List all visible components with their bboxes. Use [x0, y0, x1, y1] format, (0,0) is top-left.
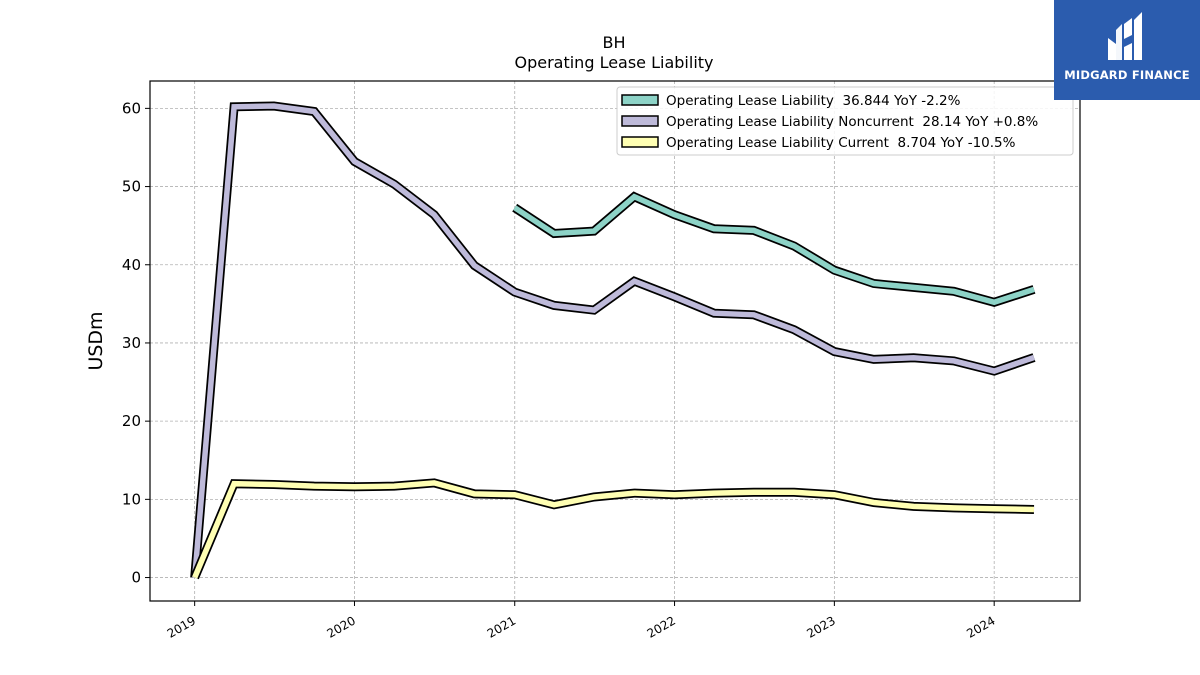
y-tick-label: 0 — [131, 569, 141, 587]
y-tick-label: 50 — [122, 178, 141, 196]
y-tick-label: 10 — [122, 490, 141, 508]
x-tick-label: 2020 — [325, 613, 358, 640]
y-tick-label: 30 — [122, 334, 141, 352]
legend-entry: Operating Lease Liability Noncurrent 28.… — [666, 114, 1038, 130]
legend-box — [616, 86, 1074, 156]
y-tick-label: 60 — [122, 99, 141, 117]
x-tick-label: 2022 — [645, 613, 678, 640]
chart-subtitle: Operating Lease Liability — [514, 53, 713, 72]
y-tick-label: 40 — [122, 256, 141, 274]
midgard-logo: MIDGARD FINANCE — [1054, 0, 1200, 100]
plot-frame — [149, 80, 1081, 602]
legend: Operating Lease Liability 36.844 YoY -2.… — [616, 86, 1074, 156]
series-outline-0 — [512, 191, 1036, 307]
brand-name: MIDGARD FINANCE — [1064, 68, 1190, 82]
x-tick-label: 2021 — [485, 613, 518, 640]
x-tick-label: 2019 — [165, 613, 198, 640]
series-line-1 — [191, 103, 1035, 578]
chart-title: BH — [602, 33, 625, 52]
y-tick-label: 20 — [122, 412, 141, 430]
series-line-0 — [513, 193, 1035, 306]
grid — [150, 81, 1080, 601]
series-line-2 — [192, 480, 1035, 579]
legend-swatch — [621, 115, 659, 127]
legend-swatch — [621, 136, 659, 148]
y-axis-label: USDm — [85, 311, 107, 370]
legend-entry: Operating Lease Liability 36.844 YoY -2.… — [666, 93, 961, 109]
legend-swatch — [621, 94, 659, 106]
axes: 0 10 20 30 40 50 60 2019 2020 2021 2022 2023 2024 — [122, 99, 998, 641]
plot-area — [190, 101, 1036, 580]
legend-entry: Operating Lease Liability Current 8.704 … — [666, 135, 1016, 151]
midgard-logo-icon — [1108, 12, 1142, 60]
x-tick-label: 2024 — [964, 613, 997, 640]
x-tick-label: 2023 — [804, 613, 837, 640]
